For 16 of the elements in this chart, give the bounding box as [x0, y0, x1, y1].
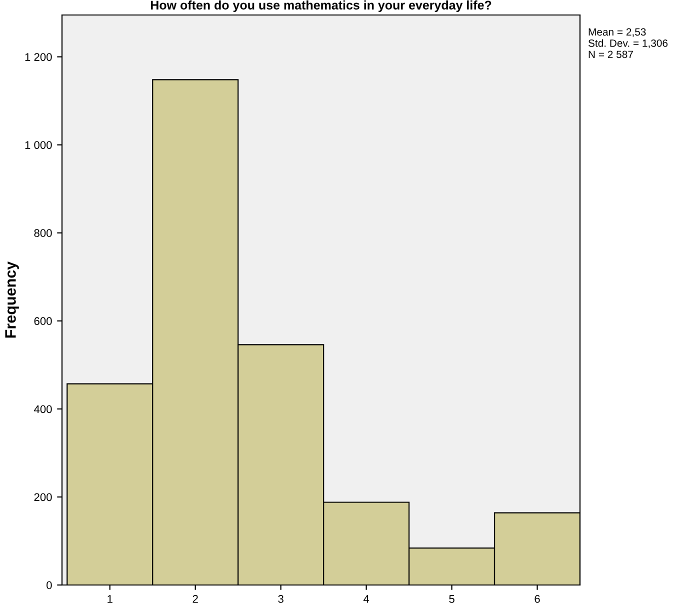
- x-tick-label: 3: [278, 595, 284, 603]
- text: Mean = 2,53 Std. Dev. = 1,306 N = 2 587: [588, 28, 668, 58]
- y-tick-label: 600: [34, 317, 52, 326]
- y-tick-label: 1 200: [25, 53, 52, 61]
- x-tick-label: 5: [449, 595, 454, 603]
- x-tick-label: 4: [363, 595, 370, 603]
- y-tick-label: 800: [34, 229, 52, 238]
- y-tick-label: 200: [34, 493, 52, 502]
- x-tick-label: 1: [108, 595, 112, 603]
- y-tick-label: 1 000: [25, 141, 52, 149]
- x-tick-label: 2: [192, 595, 198, 603]
- y-tick-label: 0: [46, 581, 52, 590]
- y-axis-title: Frequency: [5, 261, 19, 338]
- chart-title: How often do you use mathematics in your everyday life?: [150, 0, 492, 12]
- y-tick-label: 400: [34, 405, 52, 414]
- x-tick-label: 6: [534, 595, 540, 603]
